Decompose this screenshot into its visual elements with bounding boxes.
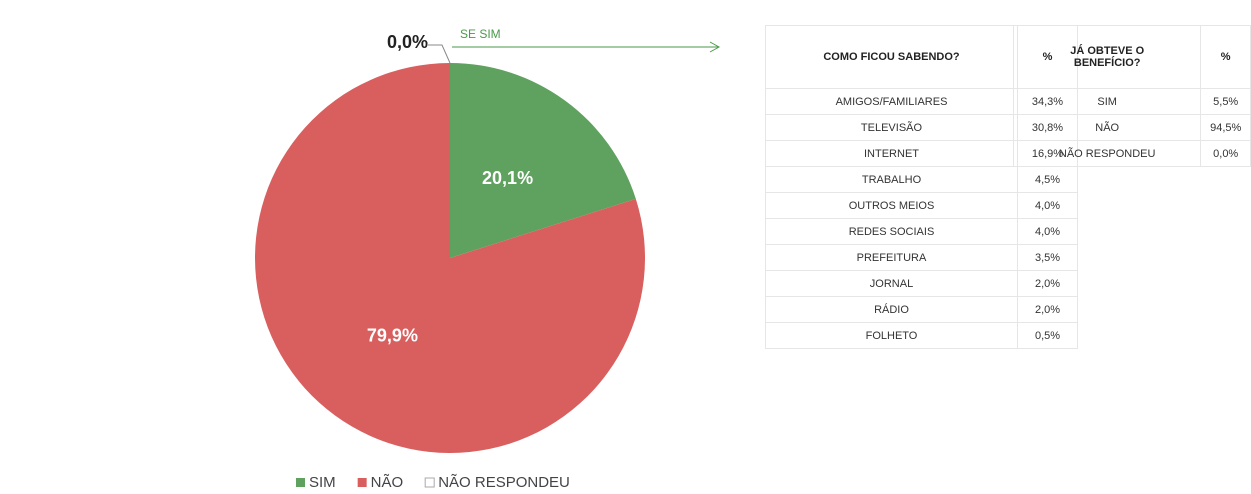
- table: JÁ OBTEVE O BENEFÍCIO?% SIM 5,5% NÃO 94,5% NÃ…: [1012, 25, 1251, 167]
- table-cell: 3,5%: [1017, 244, 1078, 271]
- table-cell: 94,5%: [1200, 114, 1251, 141]
- table-header: JÁ OBTEVE O BENEFÍCIO?: [1012, 25, 1202, 89]
- table-cell: TRABALHO: [765, 166, 1018, 193]
- arrow-head: [709, 41, 721, 53]
- annotation: SE SIM: [460, 27, 501, 41]
- table-cell: REDES SOCIAIS: [765, 218, 1018, 245]
- leader-line: [428, 44, 451, 64]
- legend-swatch: [357, 478, 367, 487]
- legend-swatch: [296, 478, 305, 487]
- legend-label: SIM: [309, 474, 336, 491]
- table-cell: AMIGOS/FAMILIARES: [765, 88, 1018, 115]
- table-cell: 4,5%: [1017, 166, 1078, 193]
- table-cell: FOLHETO: [765, 322, 1018, 349]
- table-cell: NÃO: [1012, 114, 1202, 141]
- table-cell: RÁDIO: [765, 296, 1018, 323]
- value-label: 20,1%: [482, 168, 533, 188]
- legend-label: NÃO RESPONDEU: [438, 474, 570, 491]
- legend-label: NÃO: [371, 474, 404, 491]
- table-cell: 2,0%: [1017, 270, 1078, 297]
- table-cell: 5,5%: [1200, 88, 1251, 115]
- table-cell: 4,0%: [1017, 218, 1078, 245]
- pie-slice: [255, 63, 645, 453]
- table-header: COMO FICOU SABENDO?: [765, 25, 1018, 89]
- pie-slice: [450, 63, 636, 258]
- table-cell: JORNAL: [765, 270, 1018, 297]
- table-cell: INTERNET: [765, 140, 1018, 167]
- value-label: 0,0%: [387, 32, 428, 52]
- table-header: %: [1200, 25, 1251, 89]
- table: COMO FICOU SABENDO?% AMIGOS/FAMILIARES 34,…: [765, 25, 1078, 349]
- table-cell: SIM: [1012, 88, 1202, 115]
- table-cell: TELEVISÃO: [765, 114, 1018, 141]
- table-cell: PREFEITURA: [765, 244, 1018, 271]
- table-cell: 2,0%: [1017, 296, 1078, 323]
- value-label: 79,9%: [367, 325, 418, 345]
- table-cell: OUTROS MEIOS: [765, 192, 1018, 219]
- table-cell: 0,5%: [1017, 322, 1078, 349]
- legend-swatch: [424, 477, 435, 488]
- table-cell: 4,0%: [1017, 192, 1078, 219]
- table-cell: NÃO RESPONDEU: [1012, 140, 1202, 167]
- table-cell: 0,0%: [1200, 140, 1251, 167]
